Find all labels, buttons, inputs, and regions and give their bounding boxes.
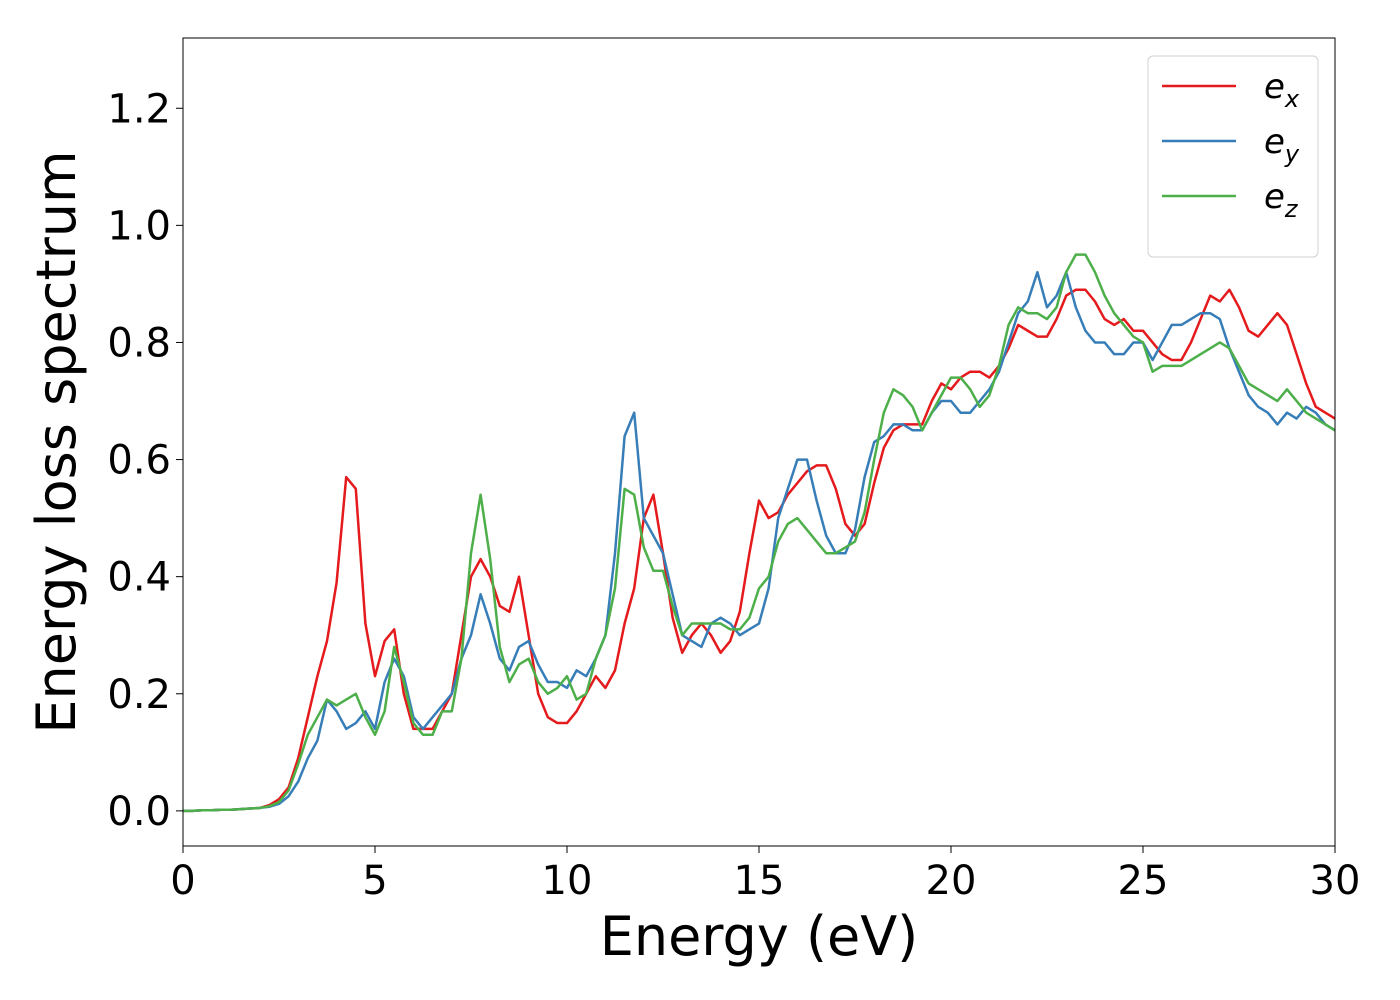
x-tick-label: 0 [170,858,195,904]
y-tick-label: 0.0 [107,789,171,835]
y-axis-label: Energy loss spectrum [25,150,88,733]
legend-label: ez [1264,177,1299,223]
series-line [183,253,1335,813]
plot-frame [182,37,1336,847]
x-tick-label: 20 [926,858,977,904]
y-tick-label: 0.8 [107,320,171,366]
x-tick-label: 10 [542,858,593,904]
legend-box [1147,55,1319,258]
legend-label: ex [1264,67,1300,113]
series-line [183,288,1335,813]
x-axis-label: Energy (eV) [600,905,919,968]
legend-label: ey [1264,122,1300,168]
x-tick-label: 5 [362,858,387,904]
x-tick-label: 15 [734,858,785,904]
y-tick-label: 0.2 [107,672,171,718]
y-tick-label: 1.2 [107,86,171,132]
y-tick-label: 1.0 [107,203,171,249]
y-tick-label: 0.4 [107,555,171,601]
x-tick-label: 30 [1310,858,1361,904]
x-tick-label: 25 [1118,858,1169,904]
y-tick-label: 0.6 [107,438,171,484]
